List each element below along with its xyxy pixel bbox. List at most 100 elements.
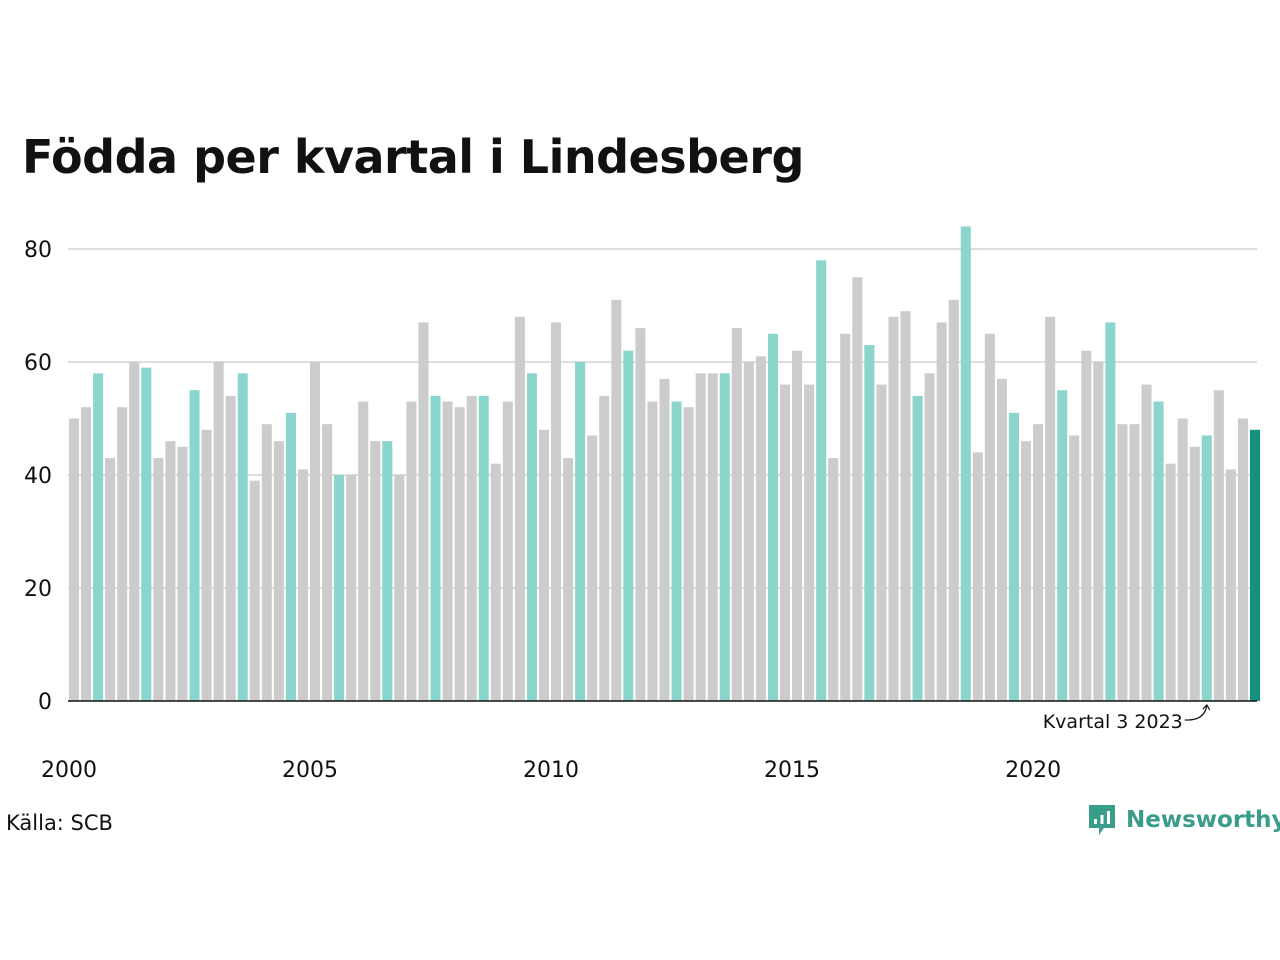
bar	[1165, 463, 1176, 701]
bar	[864, 345, 875, 701]
bar	[1213, 390, 1224, 701]
bar	[394, 475, 405, 701]
x-tick-label: 2005	[282, 758, 338, 783]
bar	[1008, 412, 1020, 701]
bar	[924, 373, 935, 701]
bar	[551, 322, 562, 701]
bar	[1201, 435, 1212, 701]
bar	[201, 429, 212, 701]
bar	[189, 390, 200, 701]
bar	[779, 384, 791, 701]
bar	[1081, 350, 1092, 701]
bar	[1057, 390, 1068, 701]
bar	[406, 401, 417, 701]
bar	[1021, 441, 1032, 701]
bar	[936, 322, 947, 701]
bar	[153, 458, 164, 701]
brand-name: Newsworthy	[1126, 807, 1280, 833]
x-axis-ticks: 2000 2005 2010 2015 2020	[41, 758, 1061, 783]
bar	[876, 384, 887, 701]
annotation-arrowhead	[1202, 704, 1211, 711]
bar	[1129, 424, 1140, 701]
bar	[888, 316, 899, 701]
bar	[743, 362, 754, 701]
bar	[370, 441, 381, 701]
source-note: Källa: SCB	[6, 811, 113, 835]
bar	[587, 435, 598, 701]
bar	[996, 378, 1007, 701]
chart-title: Födda per kvartal i Lindesberg	[22, 130, 804, 184]
bar	[81, 407, 92, 701]
bar	[900, 311, 911, 701]
bar	[273, 441, 284, 701]
bar	[466, 395, 477, 701]
bar	[792, 350, 803, 701]
bar	[478, 395, 489, 701]
bar	[177, 446, 188, 701]
bar	[972, 452, 983, 701]
bar	[635, 328, 646, 701]
y-tick-label: 60	[24, 351, 52, 376]
bar	[165, 441, 176, 701]
bars	[68, 226, 1261, 701]
bar	[1225, 469, 1236, 701]
annotation-label: Kvartal 3 2023	[1043, 711, 1183, 733]
bar	[1177, 418, 1188, 701]
bar	[213, 362, 224, 701]
bar	[1069, 435, 1080, 701]
bar	[840, 333, 851, 701]
bar	[755, 356, 766, 701]
bar	[1153, 401, 1164, 701]
bar	[707, 373, 718, 701]
bar	[816, 260, 827, 701]
bar	[526, 373, 537, 701]
bar	[1237, 418, 1248, 701]
bar	[948, 299, 959, 701]
bar	[309, 362, 321, 701]
bar	[297, 469, 308, 701]
bar	[1189, 446, 1200, 701]
bar	[659, 378, 670, 701]
bar	[490, 463, 501, 701]
bar	[563, 458, 574, 701]
bar	[68, 418, 80, 701]
bar	[731, 328, 742, 701]
bar	[984, 333, 995, 701]
bar	[1033, 424, 1044, 701]
bar	[671, 401, 682, 701]
bar	[249, 480, 260, 701]
bar	[623, 350, 634, 701]
bar	[599, 395, 610, 701]
bar	[538, 429, 550, 701]
bar	[575, 362, 586, 701]
bar	[1117, 424, 1128, 701]
bar	[502, 401, 513, 701]
y-tick-label: 0	[38, 690, 52, 715]
bar	[960, 226, 971, 701]
bar	[237, 373, 248, 701]
brand-logo: Newsworthy	[1088, 804, 1280, 836]
bar	[1141, 384, 1152, 701]
bar	[828, 458, 839, 701]
bar	[1045, 316, 1056, 701]
newsworthy-logo-icon	[1089, 805, 1115, 835]
bar	[105, 458, 116, 701]
bar	[852, 277, 863, 701]
x-tick-label: 2010	[523, 758, 579, 783]
bar	[767, 333, 778, 701]
bar	[346, 475, 357, 701]
bar	[804, 384, 815, 701]
bar	[418, 322, 429, 701]
bar	[1093, 362, 1104, 701]
annotation: Kvartal 3 2023	[1043, 704, 1211, 733]
bar	[683, 407, 694, 701]
bar	[719, 373, 730, 701]
bar	[141, 367, 152, 701]
bar	[93, 373, 104, 701]
bar	[285, 412, 296, 701]
y-axis-ticks: 0 20 40 60 80	[24, 238, 52, 715]
y-tick-label: 20	[24, 577, 52, 602]
x-tick-label: 2020	[1005, 758, 1061, 783]
bar	[647, 401, 658, 701]
